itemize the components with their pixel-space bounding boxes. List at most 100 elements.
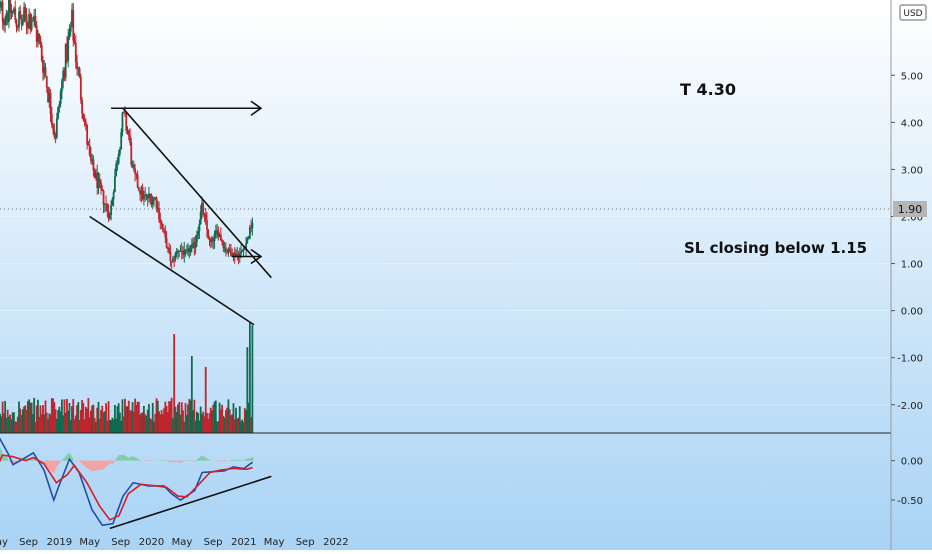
candle-body	[101, 189, 103, 191]
candle-body	[159, 219, 161, 221]
macd-y-tick-label: 0.00	[901, 457, 923, 468]
candle-body	[4, 19, 6, 25]
candle-body	[118, 154, 120, 163]
candle-body	[79, 68, 81, 76]
candle-body	[206, 220, 208, 230]
candle-body	[26, 15, 28, 26]
last-price-label: 1.90	[898, 203, 923, 216]
candle-body	[117, 163, 119, 164]
candle-body	[138, 187, 140, 190]
candle-body	[12, 11, 14, 12]
candle-body	[125, 114, 127, 131]
candle-body	[35, 16, 37, 25]
y-tick-label: 1.00	[901, 260, 923, 271]
candle-body	[197, 231, 199, 235]
candle-body	[168, 248, 170, 252]
candle-body	[166, 238, 168, 248]
candle-body	[124, 113, 126, 114]
candle-body	[14, 9, 16, 20]
x-tick-label: 2019	[47, 537, 72, 548]
candle-body	[152, 199, 154, 204]
candle-body	[134, 169, 136, 174]
candle-body	[209, 239, 211, 240]
x-tick-label: Sep	[111, 537, 130, 548]
candle-body	[119, 149, 121, 154]
candle-body	[240, 252, 242, 254]
candle-body	[74, 40, 76, 42]
candle-body	[85, 122, 87, 125]
candle-body	[45, 67, 47, 76]
candle-body	[16, 20, 18, 27]
candle-body	[130, 142, 132, 164]
volume-bar	[249, 323, 251, 433]
candle-body	[52, 125, 54, 130]
candle-body	[164, 232, 166, 237]
histogram-bar	[194, 461, 196, 462]
candle-body	[169, 252, 171, 261]
y-tick-label: 5.00	[901, 71, 923, 82]
y-tick-label: 4.00	[901, 118, 923, 129]
target-label: T 4.30	[680, 80, 736, 99]
candle-body	[67, 37, 69, 61]
candle-body	[230, 252, 232, 256]
candle-body	[103, 191, 105, 205]
candle-body	[241, 251, 243, 252]
candle-body	[24, 7, 26, 15]
candle-body	[137, 174, 139, 187]
candle-body	[22, 22, 24, 24]
candle-body	[61, 81, 63, 91]
candle-body	[133, 165, 135, 169]
candle-body	[113, 192, 115, 199]
x-tick-label: 2022	[323, 537, 348, 548]
candle-body	[70, 27, 72, 32]
x-tick-label: May	[264, 537, 285, 548]
candle-body	[122, 112, 124, 132]
candle-body	[199, 224, 201, 231]
candle-body	[60, 91, 62, 104]
x-tick-label: 2020	[139, 537, 164, 548]
candle-body	[200, 212, 202, 223]
candle-body	[46, 76, 48, 88]
candle-body	[229, 249, 231, 252]
candle-body	[84, 120, 86, 122]
candle-body	[100, 182, 102, 188]
candle-body	[251, 223, 253, 229]
x-tick-label: 2021	[231, 537, 256, 548]
candle-body	[82, 113, 84, 119]
candle-body	[195, 242, 197, 248]
candle-body	[115, 164, 117, 177]
candle-body	[72, 10, 74, 41]
candle-body	[109, 215, 111, 219]
candle-body	[93, 159, 95, 170]
histogram-bar	[114, 461, 116, 462]
macd-y-tick-label: -0.50	[897, 496, 923, 507]
candle-body	[56, 118, 58, 136]
candle-body	[191, 245, 193, 248]
candle-body	[196, 235, 198, 241]
candle-body	[41, 45, 43, 60]
candle-body	[40, 39, 42, 45]
candle-body	[38, 34, 40, 39]
candle-body	[220, 235, 222, 240]
x-tick-label: May	[0, 537, 8, 548]
candle-body	[58, 104, 60, 107]
y-tick-label: 0.00	[901, 307, 923, 318]
candle-body	[186, 250, 188, 251]
candle-body	[76, 62, 78, 69]
candle-body	[53, 130, 55, 137]
candle-body	[51, 114, 53, 125]
candle-body	[75, 43, 77, 62]
histogram-bar	[8, 460, 10, 461]
candle-body	[207, 230, 209, 239]
candle-body	[69, 32, 71, 37]
candle-body	[175, 254, 177, 260]
y-tick-label: 3.00	[901, 165, 923, 176]
x-tick-label: May	[172, 537, 193, 548]
candle-body	[225, 248, 227, 252]
candle-body	[158, 208, 160, 219]
candle-body	[111, 199, 113, 205]
candle-body	[202, 203, 204, 214]
candle-body	[120, 132, 122, 149]
candle-body	[129, 136, 131, 143]
